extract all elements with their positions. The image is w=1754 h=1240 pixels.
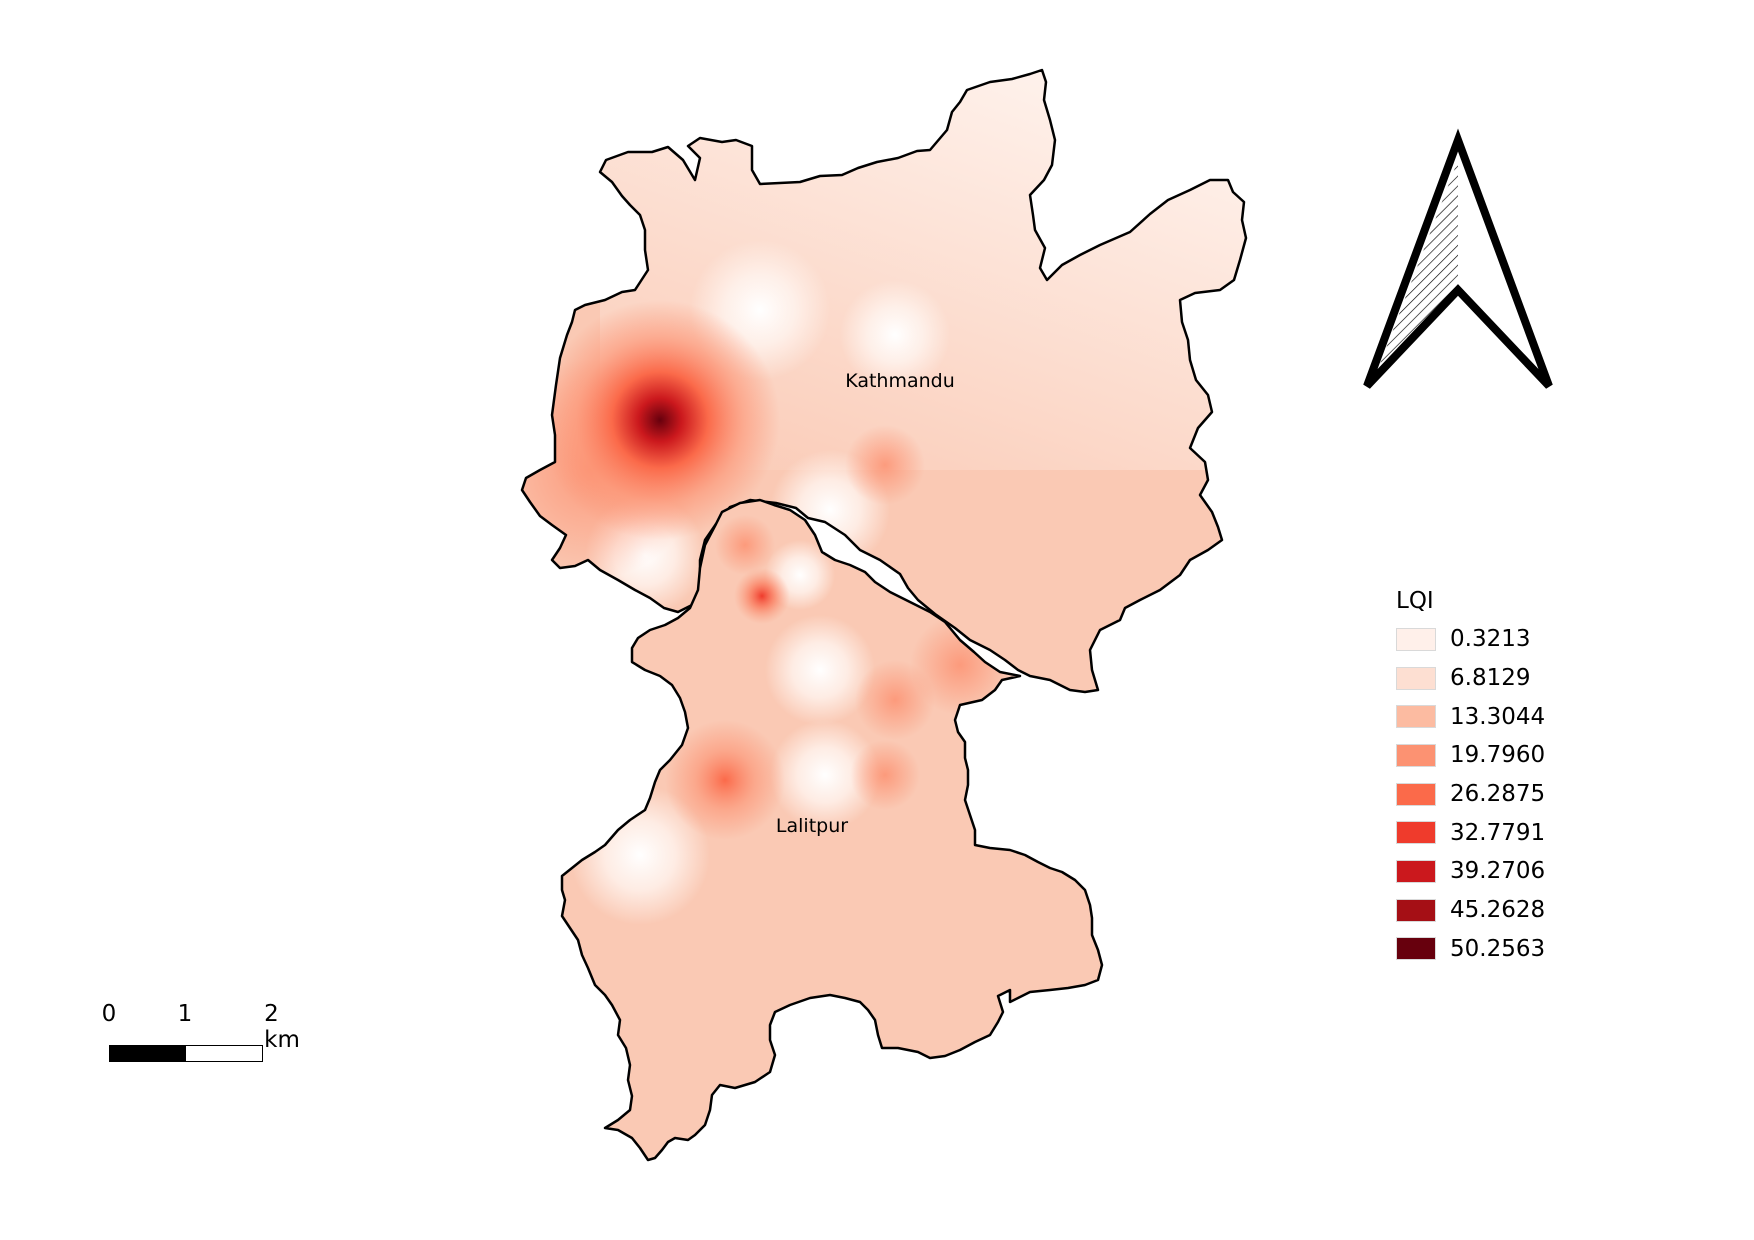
legend-item: 13.3044	[1396, 697, 1545, 736]
legend-swatch	[1396, 859, 1436, 883]
legend-swatch	[1396, 898, 1436, 922]
lalitpur-boundary	[560, 498, 1104, 1162]
scale-segment-black	[109, 1045, 186, 1062]
legend-swatch	[1396, 937, 1436, 961]
scale-segment-white	[185, 1045, 263, 1062]
legend-label: 13.3044	[1450, 703, 1546, 730]
legend-label: 39.2706	[1450, 858, 1546, 885]
legend-item: 26.2875	[1396, 775, 1545, 814]
legend-swatch	[1396, 627, 1436, 651]
kathmandu-district	[520, 68, 1248, 694]
legend-swatch	[1396, 782, 1436, 806]
legend-swatch	[1396, 743, 1436, 767]
scale-tick-0: 0	[101, 1001, 117, 1027]
legend-swatch	[1396, 821, 1436, 845]
place-label-kathmandu: Kathmandu	[845, 370, 955, 392]
legend: LQI 0.3213 6.8129 13.3044 19.7960 26.2875 32.…	[1396, 588, 1545, 968]
legend-item: 50.2563	[1396, 930, 1545, 969]
legend-label: 45.2628	[1450, 897, 1546, 924]
scale-tick-1: 1	[177, 1001, 193, 1027]
legend-item: 6.8129	[1396, 659, 1545, 698]
legend-label: 19.7960	[1450, 742, 1546, 769]
legend-item: 39.2706	[1396, 852, 1545, 891]
place-label-lalitpur: Lalitpur	[776, 815, 848, 837]
north-arrow-icon	[1363, 128, 1553, 389]
legend-swatch	[1396, 666, 1436, 690]
scale-tick-2: 2 km	[264, 1001, 300, 1053]
legend-title: LQI	[1396, 588, 1434, 614]
scale-bar: 0 1 2 km	[100, 1001, 300, 1071]
legend-label: 26.2875	[1450, 781, 1546, 808]
legend-items: 0.3213 6.8129 13.3044 19.7960 26.2875 32.7791…	[1396, 620, 1545, 968]
legend-item: 45.2628	[1396, 891, 1545, 930]
legend-label: 32.7791	[1450, 819, 1546, 846]
kathmandu-boundary	[520, 68, 1248, 694]
legend-swatch	[1396, 705, 1436, 729]
legend-label: 0.3213	[1450, 626, 1531, 653]
legend-label: 6.8129	[1450, 665, 1531, 692]
legend-item: 0.3213	[1396, 620, 1545, 659]
legend-item: 19.7960	[1396, 736, 1545, 775]
legend-item: 32.7791	[1396, 813, 1545, 852]
legend-label: 50.2563	[1450, 935, 1546, 962]
